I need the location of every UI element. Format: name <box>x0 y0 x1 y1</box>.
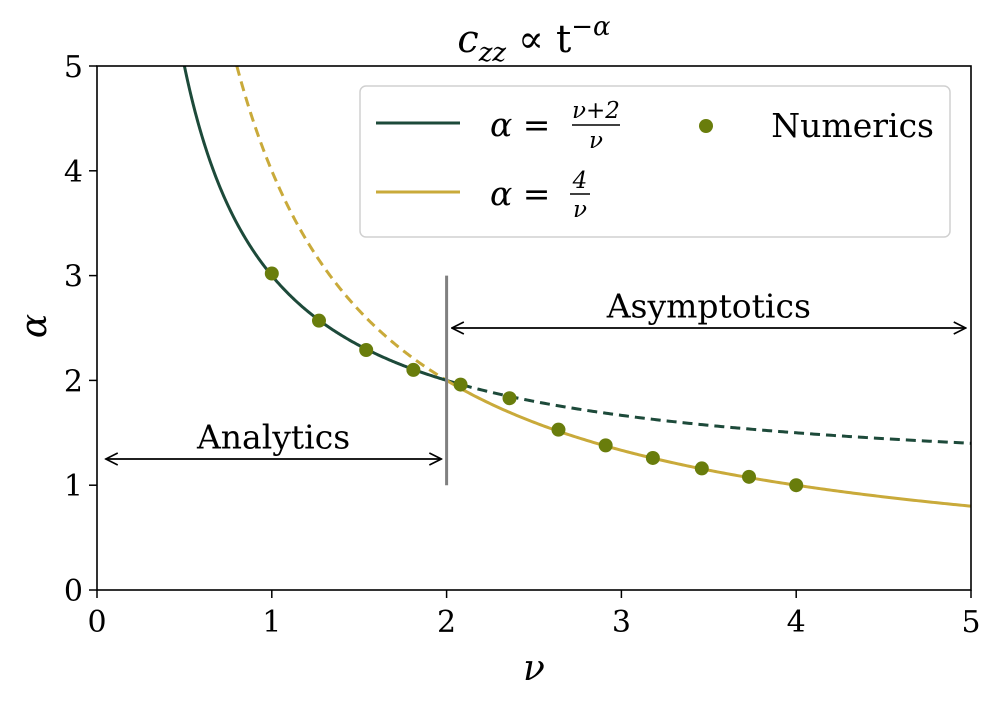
title-base: c <box>457 17 478 61</box>
numerics-point <box>551 422 566 437</box>
title-sub: zz <box>478 38 507 68</box>
x-tick-label: 2 <box>437 605 456 640</box>
y-tick-label: 4 <box>64 155 83 190</box>
chart-title: czz ∝ t−α <box>457 12 611 68</box>
numerics-point <box>502 391 517 406</box>
x-tick-label: 5 <box>961 605 980 640</box>
x-tick-label: 4 <box>787 605 806 640</box>
legend-1-denominator: ν <box>589 128 603 154</box>
numerics-point <box>742 469 757 484</box>
legend-2-numerator: 4 <box>572 168 588 194</box>
numerics-point <box>264 266 279 281</box>
title-mid: ∝ t <box>506 17 571 61</box>
legend-box <box>359 85 951 238</box>
numerics-point <box>453 377 468 392</box>
legend-1-numerator: ν+2 <box>572 98 620 124</box>
curve-nu-plus-2-dashed <box>446 378 971 445</box>
title-sup: −α <box>571 12 611 42</box>
x-tick-label: 1 <box>262 605 281 640</box>
annotation-label: Analytics <box>196 418 350 457</box>
legend: α = ν+2 ν α = 4 ν Numerics <box>359 85 951 238</box>
legend-1-prefix: α = <box>490 105 550 144</box>
legend-2-denominator: ν <box>573 197 587 223</box>
numerics-point <box>598 438 613 453</box>
axis-ticks: 0 1 2 3 4 5 0 1 2 3 4 5 <box>64 50 981 640</box>
y-tick-label: 3 <box>64 260 83 295</box>
legend-marker-numerics <box>699 119 713 133</box>
x-axis-label: ν <box>523 648 545 689</box>
legend-2-prefix: α = <box>490 174 550 213</box>
y-tick-label: 5 <box>64 50 83 85</box>
y-tick-label: 1 <box>64 469 83 504</box>
y-tick-label: 2 <box>64 364 83 399</box>
legend-label-2: α = <box>490 174 550 213</box>
y-axis-label: α <box>14 314 55 338</box>
legend-label-1: α = <box>490 105 550 144</box>
numerics-point <box>645 450 660 465</box>
numerics-point <box>694 461 709 476</box>
annotation-label: Asymptotics <box>606 287 811 326</box>
curve-4-over-nu-solid <box>445 379 971 508</box>
numerics-point <box>359 343 374 358</box>
legend-label-numerics: Numerics <box>771 106 934 145</box>
x-tick-label: 3 <box>612 605 631 640</box>
y-tick-label: 0 <box>64 574 83 609</box>
numerics-point <box>789 478 804 493</box>
numerics-point <box>311 313 326 328</box>
x-tick-label: 0 <box>87 605 106 640</box>
numerics-points <box>264 266 804 493</box>
numerics-point <box>406 362 421 377</box>
curve-4-over-nu-dashed <box>235 66 448 382</box>
axes-frame <box>96 65 972 591</box>
annotations: Analytics Asymptotics <box>106 287 966 459</box>
